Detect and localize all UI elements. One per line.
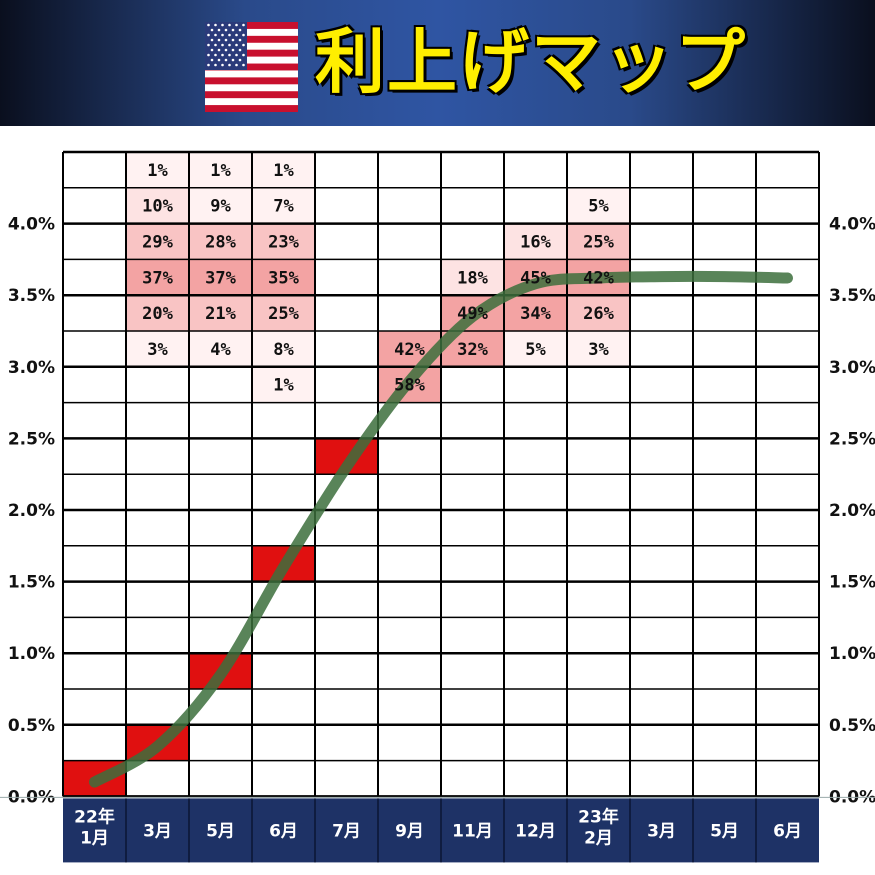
probability-label: 45%: [520, 268, 551, 288]
us-flag-icon: [205, 22, 298, 112]
probability-cell: [126, 331, 189, 367]
y-axis-right: 4.0%3.5%3.0%2.5%2.0%1.5%1.0%0.5%0.0%: [829, 215, 875, 808]
probability-label: 1%: [273, 161, 294, 181]
probability-label: 25%: [583, 233, 614, 253]
probability-label: 49%: [457, 304, 488, 324]
probability-label: 5%: [588, 197, 609, 217]
probability-label: 3%: [588, 340, 609, 360]
y-tick-label: 4.0%: [8, 215, 55, 235]
probability-label: 5%: [525, 340, 546, 360]
probability-cell: [252, 295, 315, 331]
x-tick-label: 7月: [332, 821, 361, 841]
probability-cell: [189, 295, 252, 331]
x-tick-label: 5月: [206, 821, 235, 841]
y-tick-label: 1.5%: [829, 573, 875, 593]
probability-label: 26%: [583, 304, 614, 324]
y-tick-label: 0.5%: [829, 716, 875, 736]
probability-labels: 42% 58% 18% 49% 32% 16% 45% 34% 5% 5% 25% 42% 26% 3% 1…: [142, 161, 614, 396]
probability-label: 58%: [394, 376, 425, 396]
probability-cell: [189, 152, 252, 188]
probability-cell: [189, 331, 252, 367]
probability-label: 4%: [210, 340, 231, 360]
probability-label: 29%: [142, 233, 173, 253]
probability-cell: [252, 187, 315, 224]
probability-cell: [189, 187, 252, 224]
probability-cell: [126, 259, 189, 296]
y-tick-label: 3.0%: [829, 358, 875, 378]
probability-label: 42%: [394, 340, 425, 360]
y-axis-left: 4.0%3.5%3.0%2.5%2.0%1.5%1.0%0.5%0.0%: [8, 215, 55, 808]
probability-label: 28%: [205, 233, 236, 253]
y-tick-label: 2.0%: [829, 501, 875, 521]
x-tick-label: 5月: [710, 821, 739, 841]
probability-label: 20%: [142, 304, 173, 324]
y-tick-label: 1.5%: [8, 573, 55, 593]
probability-label: 10%: [142, 197, 173, 217]
y-tick-label: 3.0%: [8, 358, 55, 378]
page-title: 利上げマップ: [315, 21, 747, 103]
probability-label: 37%: [142, 268, 173, 288]
probability-label: 16%: [520, 233, 551, 253]
probability-label: 8%: [273, 340, 294, 360]
x-tick-label: 23年 2月: [578, 806, 619, 848]
probability-cell: [441, 259, 504, 296]
y-tick-label: 4.0%: [829, 215, 875, 235]
x-tick-label: 6月: [269, 821, 298, 841]
probability-cell: [252, 259, 315, 296]
y-tick-label: 2.5%: [829, 429, 875, 449]
probability-cell: [126, 295, 189, 331]
y-tick-label: 1.0%: [8, 644, 55, 664]
probability-label: 35%: [268, 268, 299, 288]
probability-label: 42%: [583, 268, 614, 288]
probability-cell: [126, 223, 189, 260]
x-tick-label: 11月: [452, 821, 493, 841]
probability-cell: [567, 187, 630, 224]
probability-cell: [567, 223, 630, 260]
probability-label: 3%: [147, 340, 168, 360]
x-tick-label: 3月: [647, 821, 676, 841]
probability-cell: [567, 331, 630, 367]
x-tick-label: 6月: [773, 821, 802, 841]
probability-cell: [252, 152, 315, 188]
probability-cell: [504, 223, 567, 260]
probability-cell: [252, 366, 315, 403]
probability-cell: [189, 223, 252, 260]
y-tick-label: 2.5%: [8, 429, 55, 449]
probability-label: 37%: [205, 268, 236, 288]
probability-label: 25%: [268, 304, 299, 324]
y-tick-label: 2.0%: [8, 501, 55, 521]
y-tick-label: 1.0%: [829, 644, 875, 664]
probability-label: 21%: [205, 304, 236, 324]
probability-label: 23%: [268, 233, 299, 253]
probability-label: 34%: [520, 304, 551, 324]
probability-cell: [252, 223, 315, 260]
probability-cell: [126, 152, 189, 188]
probability-label: 1%: [273, 376, 294, 396]
probability-cell: [252, 331, 315, 367]
y-tick-label: 3.5%: [829, 286, 875, 306]
x-tick-label: 12月: [515, 821, 556, 841]
y-tick-label: 3.5%: [8, 286, 55, 306]
x-tick-label: 9月: [395, 821, 424, 841]
title-banner: [0, 0, 875, 126]
probability-label: 18%: [457, 268, 488, 288]
probability-label: 32%: [457, 340, 488, 360]
probability-cell: [126, 187, 189, 224]
probability-cell: [567, 295, 630, 331]
y-tick-label: 0.5%: [8, 716, 55, 736]
x-axis: 22年 1月 3月 5月 6月 7月 9月 11月 12月 23年 2月 3月 5月 6月: [0, 796, 875, 863]
grid: [62, 150, 820, 798]
probability-label: 7%: [273, 197, 294, 217]
rate-path-line: [89, 270, 793, 788]
x-tick-label: 22年 1月: [74, 806, 115, 848]
probability-cell: [504, 295, 567, 331]
probability-cell: [504, 331, 567, 367]
x-tick-label: 3月: [143, 821, 172, 841]
probability-label: 1%: [147, 161, 168, 181]
probability-label: 9%: [210, 197, 231, 217]
rate-path-curve: [89, 270, 793, 788]
probability-label: 1%: [210, 161, 231, 181]
probability-cell: [189, 259, 252, 296]
